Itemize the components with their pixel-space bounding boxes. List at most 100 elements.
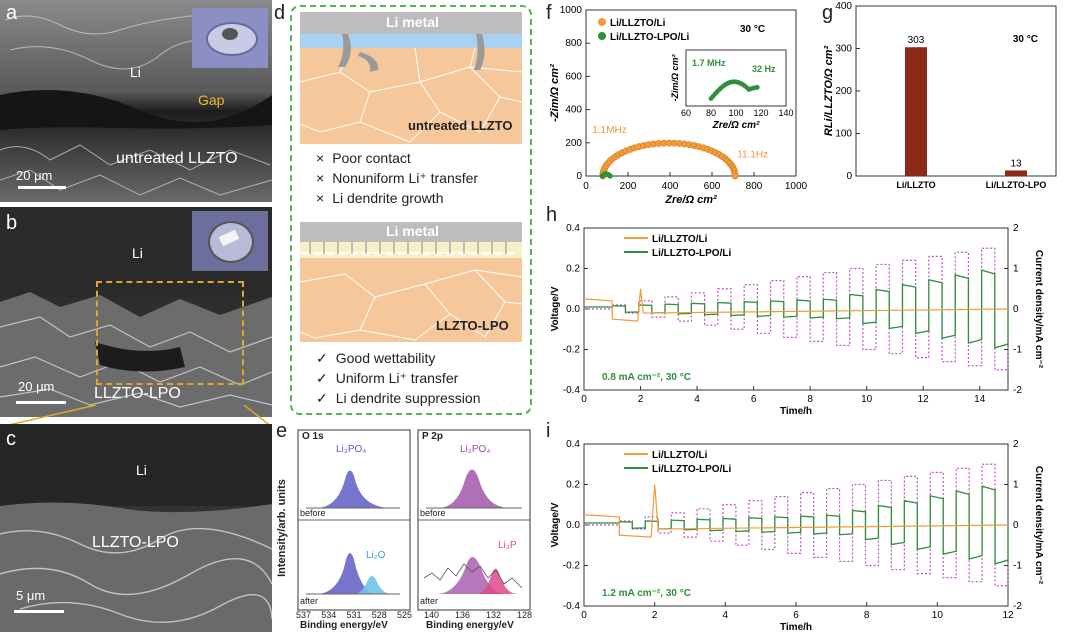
legend-marker-llzto [598, 18, 606, 26]
sem-panel-b: Li LLZTO-LPO 20 μm [0, 207, 272, 417]
good-list: ✓ Good wettability ✓ Uniform Li⁺ transfer … [316, 348, 481, 408]
xps-p2p-title: P 2p [422, 431, 443, 442]
xps-xlabel-left: Binding energy/eV [300, 620, 388, 631]
inset-annotation-low: 32 Hz [752, 64, 776, 74]
zoom-box-b [96, 281, 244, 385]
legend-label-lpo: Li/LLZTO-LPO/Li [652, 248, 731, 259]
good-item: ✓ Good wettability [316, 350, 436, 366]
scale-label-c: 5 μm [16, 588, 46, 603]
panel-letter-a: a [6, 2, 18, 24]
schematic-lpo [300, 222, 522, 342]
scale-bar-c [14, 610, 64, 613]
y2-axis-label: Current density/mA cm⁻² [1033, 466, 1044, 585]
y-tick-label: 400 [835, 1, 852, 12]
label-li-c: Li [136, 462, 147, 478]
x-tick-label: 800 [746, 181, 763, 192]
plot-frame [855, 5, 1057, 177]
current-density-line [584, 463, 1009, 587]
bar-value-label: 303 [908, 35, 925, 46]
y-tick-label: 800 [565, 38, 582, 49]
panel-letter-g: g [822, 2, 834, 24]
x-tick-label: 6 [793, 610, 799, 621]
legend-label-llzto: Li/LLZTO/Li [652, 450, 708, 461]
x-tick-label: 4 [723, 610, 729, 621]
bar [1005, 170, 1027, 176]
panel-letter-h: h [546, 204, 558, 226]
y-tick-label: -0.4 [563, 601, 581, 612]
schematic-bottom-metal: Li metal [386, 223, 439, 239]
panel-letter-e: e [276, 420, 288, 442]
panel-letter-b: b [6, 212, 18, 234]
x-tick-label: 0 [581, 610, 587, 621]
schematic-frame [290, 5, 532, 415]
x-axis-label: Time/h [780, 406, 812, 417]
label-li-b: Li [132, 245, 143, 261]
x-axis-label: Time/h [780, 622, 812, 632]
panel-letter-i: i [546, 420, 551, 442]
x-tick-label: 12 [1002, 610, 1014, 621]
legend-label-llzto: Li/LLZTO/Li [652, 234, 708, 245]
y2-tick-label: 0 [1013, 304, 1019, 315]
label-ceramic-a: untreated LLZTO [116, 150, 238, 167]
y-tick-label: 400 [565, 105, 582, 116]
panel-letter-f: f [546, 2, 552, 24]
bad-item: × Nonuniform Li⁺ transfer [316, 170, 479, 186]
x-tick-label: 600 [704, 181, 721, 192]
bad-item: × Li dendrite growth [316, 190, 444, 206]
label-ceramic-c: LLZTO-LPO [92, 534, 179, 551]
legend-label-lpo: Li/LLZTO-LPO/Li [610, 32, 689, 43]
xps-p2p-peak1: Li₃PO₄ [460, 444, 491, 455]
y-tick-label: 0.2 [566, 480, 580, 491]
xps-o1s-ticks: 537 534 531 528 525 [296, 610, 412, 620]
current-density-line [584, 247, 1009, 371]
schematic-untreated [300, 12, 522, 144]
x-tick-label: 200 [620, 181, 637, 192]
y2-tick-label: -1 [1013, 561, 1022, 572]
x-tick-label: 12 [918, 394, 930, 405]
label-gap-a: Gap [198, 92, 225, 108]
sem-panel-c: Li LLZTO-LPO 5 μm [0, 424, 272, 632]
y-tick-label: 200 [835, 86, 852, 97]
y-tick-label: 100 [835, 129, 852, 140]
y2-tick-label: 2 [1013, 223, 1019, 234]
voltage-line-llzto [583, 484, 1009, 538]
schematic-bottom-ceramic: LLZTO-LPO [436, 318, 509, 333]
category-label: Li/LLZTO-LPO [986, 180, 1047, 190]
y-tick-label: 0 [576, 171, 582, 182]
y-tick-label: 1000 [560, 5, 583, 16]
inset-photo-a [192, 8, 268, 68]
y-tick-label: -0.4 [563, 385, 581, 396]
inset-data-point [754, 84, 760, 90]
y-tick-label: 300 [835, 44, 852, 55]
y-tick-label: 0.4 [566, 439, 580, 450]
label-ceramic-b: LLZTO-LPO [94, 385, 181, 402]
inset-x-tick-label: 140 [778, 108, 793, 118]
temperature-label: 30 °C [1013, 34, 1038, 45]
cycling-chart-h: 0 2 4 6 8 10 12 14-0.4-0.20.00.20.4-2-1012Time/… [550, 223, 1044, 417]
y-tick-label: -0.2 [563, 345, 581, 356]
inset-x-tick-label: 120 [753, 108, 768, 118]
xps-o1s-after: after [300, 596, 319, 606]
xps-p2p-after: after [420, 596, 439, 606]
legend-label-lpo: Li/LLZTO-LPO/Li [652, 464, 731, 475]
y2-tick-label: 1 [1013, 480, 1019, 491]
voltage-line-lpo [584, 269, 1009, 349]
good-item: ✓ Li dendrite suppression [316, 390, 481, 406]
inset-frame [685, 49, 787, 107]
xps-o1s-title: O 1s [302, 431, 324, 442]
y2-tick-label: 2 [1013, 439, 1019, 450]
xps-p2p-peak2: Li₃P [498, 540, 517, 551]
x-tick-label: 2 [638, 394, 644, 405]
y2-tick-label: -2 [1013, 601, 1022, 612]
inset-x-tick-label: 100 [728, 108, 743, 118]
y-axis-label: Voltage/V [550, 286, 561, 331]
inset-annotation-high: 1.7 MHz [692, 58, 726, 68]
y-tick-label: 0.0 [566, 520, 580, 531]
temperature-label: 30 °C [740, 24, 765, 35]
x-tick-label: 8 [864, 610, 870, 621]
bar-value-label: 13 [1010, 158, 1022, 169]
inset-x-tick-label: 80 [706, 108, 716, 118]
y-tick-label: 0.4 [566, 223, 580, 234]
label-li-a: Li [130, 64, 141, 80]
x-tick-label: 0 [583, 181, 589, 192]
